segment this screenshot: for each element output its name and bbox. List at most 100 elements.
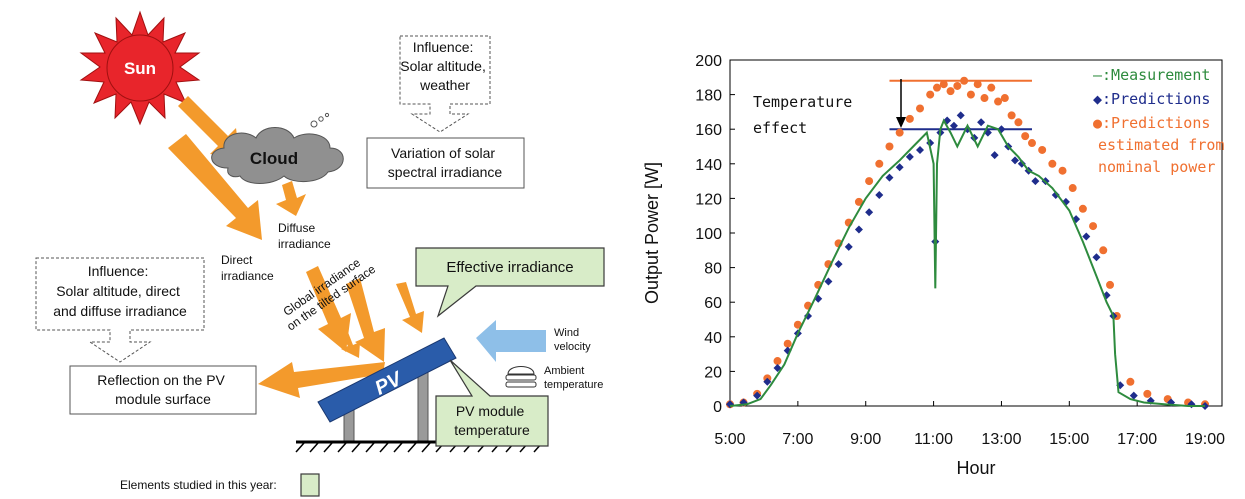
influence-irradiance-line: Solar altitude, direct (56, 283, 180, 299)
reflection-box: Reflection on the PV module surface (69, 365, 257, 415)
nominal-prediction-point (966, 90, 975, 99)
influence-irradiance-line: and diffuse irradiance (53, 303, 187, 319)
cloud-icon (211, 112, 344, 184)
prediction-point (1031, 177, 1040, 186)
measurement-line (729, 118, 1205, 407)
nominal-prediction-point (1000, 94, 1009, 103)
prediction-point (773, 363, 782, 372)
wind-label: velocity (554, 341, 591, 353)
direct-label: Direct (221, 253, 253, 267)
prediction-point (905, 152, 914, 161)
nominal-prediction-point (1048, 159, 1057, 168)
influence-irradiance-box: Influence: Solar altitude, direct and di… (35, 257, 205, 363)
nominal-prediction-point (793, 320, 802, 329)
reflection-line: module surface (115, 391, 211, 407)
prediction-point (865, 208, 874, 217)
svg-text:Diffuse irradiance: Diffuse irradiance (278, 221, 331, 251)
nominal-prediction-point (1068, 184, 1077, 193)
nominal-prediction-point (1143, 389, 1152, 398)
reflection-arrow (258, 362, 385, 398)
nominal-prediction-point (1058, 166, 1067, 175)
effective-irradiance-label: Effective irradiance (446, 259, 573, 276)
global-arrow-2 (346, 278, 385, 362)
prediction-point (834, 260, 843, 269)
legend-marker: — (1093, 66, 1103, 84)
diffuse-label: irradiance (278, 237, 331, 251)
annotation-text: effect (753, 119, 807, 137)
y-tick-label: 20 (704, 364, 722, 381)
prediction-point (977, 118, 986, 127)
nominal-prediction-point (994, 97, 1003, 106)
prediction-point (854, 225, 863, 234)
svg-text:●:Predictions: ●:Predictions (1093, 114, 1210, 132)
reflection-line: Reflection on the PV (97, 372, 225, 388)
prediction-point (1082, 232, 1091, 241)
nominal-prediction-point (1038, 145, 1047, 154)
y-tick-label: 0 (713, 399, 722, 416)
prediction-point (1129, 391, 1138, 400)
prediction-point (997, 125, 1006, 134)
x-tick-label: 13:00 (981, 431, 1021, 448)
nominal-prediction-point (865, 177, 874, 186)
svg-text:◆:Predictions: ◆:Predictions (1093, 90, 1210, 108)
nominal-prediction-point (1126, 377, 1135, 386)
y-tick-label: 80 (704, 261, 722, 278)
svg-text:Variation of solar spect: Variation of solar spectral irradiance (388, 145, 503, 180)
diffuse-label: Diffuse (278, 221, 315, 235)
nominal-prediction-point (875, 159, 884, 168)
prediction-point (949, 121, 958, 130)
influence-irradiance-line: Influence: (88, 263, 149, 279)
nominal-prediction-point (854, 197, 863, 206)
nominal-prediction-point (939, 80, 948, 89)
y-tick-label: 140 (695, 157, 722, 174)
y-tick-label: 200 (695, 53, 722, 70)
legend-marker: ◆ (1093, 90, 1102, 108)
pv-module-icon (317, 337, 457, 423)
chart-legend: —:Measurement ◆:Predictions ●:Prediction… (1093, 66, 1224, 176)
prediction-point (990, 151, 999, 160)
svg-text:Influence: Solar altitud: Influence: Solar altitude, weather (400, 39, 490, 93)
x-tick-label: 19:00 (1185, 431, 1225, 448)
variation-box: Variation of solar spectral irradiance (366, 137, 525, 189)
nominal-prediction-point (1078, 204, 1087, 213)
prediction-point (753, 391, 762, 400)
variation-line: spectral irradiance (388, 164, 503, 180)
sun-icon (79, 10, 201, 126)
influence-weather-line: weather (419, 77, 470, 93)
nominal-prediction-point (1014, 118, 1023, 127)
svg-text:—:Measurement: —:Measurement (1093, 66, 1210, 84)
x-axis-label: Hour (956, 458, 995, 478)
prediction-point (1092, 253, 1101, 262)
small-global-arrow (335, 322, 360, 358)
y-tick-label: 40 (704, 330, 722, 347)
module-temperature-line: temperature (454, 422, 530, 438)
output-power-chart: 0 20 40 60 80 100 120 140 160 180 200 5:00 7:00 9:00… (642, 53, 1225, 478)
y-tick-label: 100 (695, 226, 722, 243)
influence-weather-line: Solar altitude, (400, 58, 486, 74)
prediction-point (956, 111, 965, 120)
legend-text: Elements studied in this year: (120, 478, 277, 492)
svg-text:Ambient temperature: Ambient temperature (544, 365, 603, 391)
wind-label: Wind (554, 327, 579, 339)
legend-label: nominal power (1098, 158, 1215, 176)
annotation-text: Temperature (753, 93, 852, 111)
nominal-prediction-point (916, 104, 925, 113)
y-tick-label: 160 (695, 122, 722, 139)
nominal-prediction-point (1099, 246, 1108, 255)
nominal-prediction-point (926, 90, 935, 99)
nominal-prediction-point (953, 81, 962, 90)
nominal-prediction-point (773, 357, 782, 366)
legend-label: estimated from (1098, 136, 1224, 154)
legend-label: :Predictions (1102, 90, 1210, 108)
svg-text:Temperature effect: Temperature effect (753, 93, 861, 137)
svg-text:Influence: Solar altitud: Influence: Solar altitude, direct and di… (53, 263, 187, 319)
x-tick-label: 5:00 (714, 431, 745, 448)
nominal-prediction-point (1021, 132, 1030, 141)
prediction-point (916, 145, 925, 154)
svg-text:Direct irradiance: Direct irradiance (221, 253, 274, 283)
variation-line: Variation of solar (391, 145, 495, 161)
prediction-point (885, 173, 894, 182)
x-tick-label: 7:00 (782, 431, 813, 448)
nominal-prediction-point (932, 83, 941, 92)
diffuse-irradiance-arrow (276, 181, 306, 216)
